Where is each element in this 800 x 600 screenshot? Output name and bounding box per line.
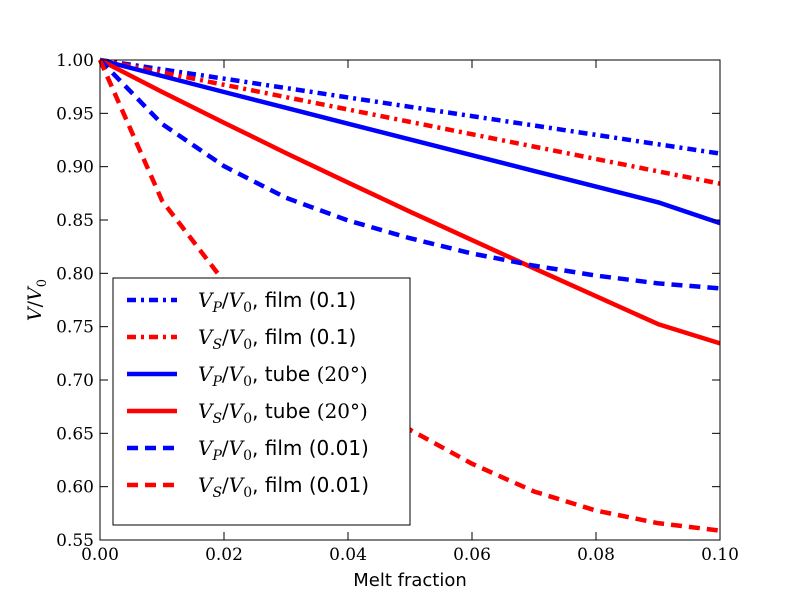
legend-label: VP/V0, tube (20°) [198, 362, 368, 390]
legend-label-v: V [198, 362, 215, 386]
y-tick-label: 0.95 [56, 104, 94, 124]
series-layer [97, 57, 721, 533]
series-line-vp-tube-20 [99, 57, 721, 226]
legend-label-rest: , film (0.1) [252, 325, 356, 349]
legend-label-slash: / [222, 399, 229, 423]
legend-label: VP/V0, film (0.01) [198, 436, 369, 464]
legend-label-v0: V [229, 473, 246, 497]
legend-label-rest: , film (0.01) [252, 473, 369, 497]
series-line-vp-film-01 [99, 57, 721, 156]
legend-label-rest: , film (0.1) [252, 288, 356, 312]
y-tick-label: 0.55 [56, 531, 94, 551]
legend-label-angle: (20°) [317, 362, 368, 386]
legend-label-sub: P [211, 448, 222, 464]
series-line-vs-tube-20 [98, 57, 721, 346]
x-tick-label: 0.08 [577, 545, 615, 565]
legend-label-rest: , film (0.01) [252, 436, 369, 460]
x-tick-label: 0.00 [81, 545, 119, 565]
x-tick-label: 0.04 [329, 545, 367, 565]
y-tick-label: 0.85 [56, 211, 94, 231]
y-tick-label: 0.80 [56, 264, 94, 284]
legend-label-v0: V [229, 325, 246, 349]
legend-entry-vs-tube-20: VS/V0, tube (20°) [127, 399, 368, 427]
legend-label: VS/V0, film (0.01) [198, 473, 369, 501]
y-tick-label: 0.70 [56, 371, 94, 391]
legend-entry-vs-film-01: VS/V0, film (0.1) [127, 325, 356, 353]
legend-entry-vp-film-001: VP/V0, film (0.01) [127, 436, 369, 464]
legend-label-slash: / [222, 362, 229, 386]
legend-label-v0-sub: 0 [243, 411, 252, 427]
legend-label-v0-sub: 0 [243, 448, 252, 464]
legend-label-v0: V [229, 436, 246, 460]
legend-entry-vs-film-001: VS/V0, film (0.01) [127, 473, 369, 501]
y-tick-label: 0.60 [56, 478, 94, 498]
x-tick-label: 0.02 [205, 545, 243, 565]
legend-label-v0: V [229, 362, 246, 386]
tick-layer: 0.00 0.02 0.04 0.06 0.08 0.10 0.55 0.60 0.65 0.70… [56, 51, 739, 565]
legend-label-v0: V [229, 399, 246, 423]
series-line-vs-film-01 [99, 57, 721, 186]
y-axis-label-slash: / [24, 300, 46, 307]
legend-label: VS/V0, film (0.1) [198, 325, 356, 353]
legend-label-rest: , tube [252, 362, 317, 386]
plot-frame [99, 59, 721, 541]
legend-label-v: V [198, 436, 215, 460]
y-tick-label: 1.00 [56, 51, 94, 71]
y-tick-label: 0.90 [56, 158, 94, 178]
legend-label-sub: S [212, 411, 222, 427]
legend-label-slash: / [222, 436, 229, 460]
legend-label: VP/V0, film (0.1) [198, 288, 356, 316]
legend-label-v0-sub: 0 [243, 300, 252, 316]
legend-label-slash: / [222, 288, 229, 312]
legend: VP/V0, film (0.1)VS/V0, film (0.1)VP/V0,… [112, 277, 411, 526]
y-axis-label-den-sub: 0 [35, 279, 50, 287]
legend-entry-vp-film-01: VP/V0, film (0.1) [127, 288, 356, 316]
legend-label-v: V [198, 288, 215, 312]
x-axis-label: Melt fraction [353, 570, 467, 591]
y-tick-label: 0.65 [56, 424, 94, 444]
y-axis-label-num: V [24, 305, 46, 321]
legend-label-sub: S [212, 485, 222, 501]
legend-label-angle: (20°) [317, 399, 368, 423]
legend-label-slash: / [222, 473, 229, 497]
legend-label: VS/V0, tube (20°) [198, 399, 368, 427]
legend-label-v0-sub: 0 [243, 485, 252, 501]
legend-box [112, 277, 411, 526]
legend-label-v: V [198, 325, 215, 349]
legend-label-v: V [198, 399, 215, 423]
legend-label-rest: , tube [252, 399, 317, 423]
series-line-vp-film-001 [98, 58, 721, 291]
legend-label-v0: V [229, 288, 246, 312]
x-tick-label: 0.10 [701, 545, 739, 565]
legend-label-v: V [198, 473, 215, 497]
legend-label-slash: / [222, 325, 229, 349]
legend-entry-vp-tube-20: VP/V0, tube (20°) [127, 362, 368, 390]
legend-label-sub: P [211, 300, 222, 316]
y-tick-label: 0.75 [56, 318, 94, 338]
legend-label-sub: S [212, 337, 222, 353]
legend-label-sub: P [211, 374, 222, 390]
legend-label-v0-sub: 0 [243, 337, 252, 353]
x-tick-label: 0.06 [453, 545, 491, 565]
y-axis-label: V/V0 [24, 279, 50, 321]
y-axis-label-den: V [24, 285, 46, 301]
legend-label-v0-sub: 0 [243, 374, 252, 390]
